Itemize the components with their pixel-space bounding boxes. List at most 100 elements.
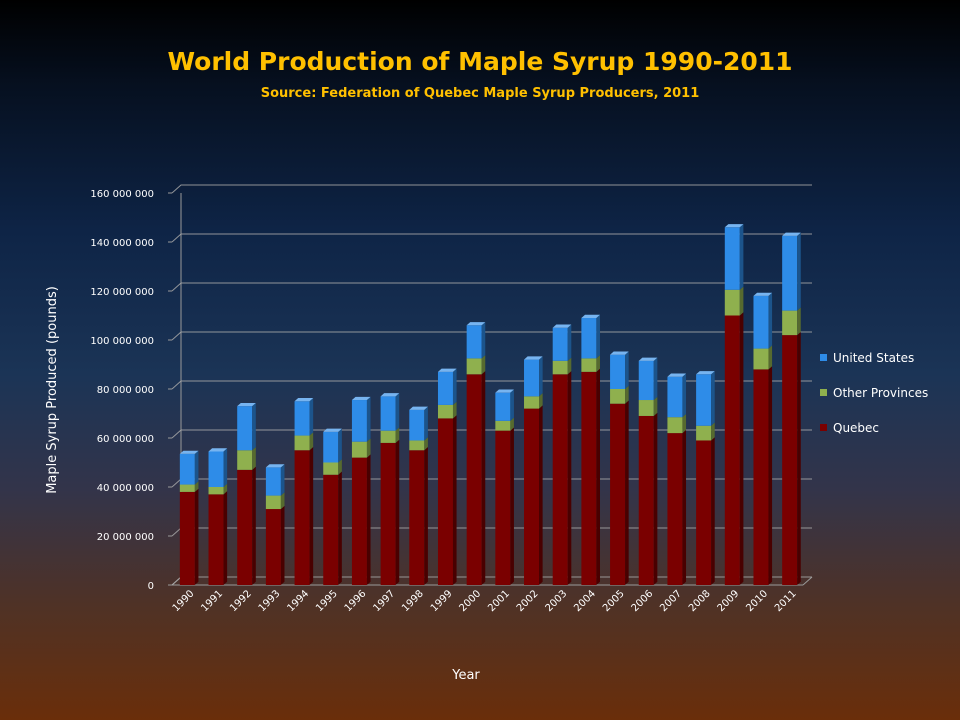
- bar-top: [351, 396, 371, 401]
- bar-side: [481, 355, 486, 375]
- bar-segment-quebec: [495, 427, 514, 585]
- bar-segment-other-provinces: [265, 492, 285, 510]
- bar-stack: [696, 371, 715, 585]
- x-axis-tick-labels: 1990 1991 1992 1993 1994 1995 1996 1997 1998 1999…: [171, 588, 799, 614]
- bar-segment-other-provinces: [208, 483, 228, 495]
- bar-front: [294, 435, 310, 451]
- bar-segment-quebec: [638, 412, 658, 585]
- bar-front: [610, 389, 626, 404]
- bar-top: [696, 371, 715, 375]
- bar-front: [581, 358, 597, 372]
- bar-front: [581, 317, 597, 359]
- bar-side: [338, 471, 342, 585]
- bar-front: [351, 441, 367, 458]
- bar-segment-united-states: [265, 464, 285, 496]
- gridline: [171, 429, 812, 439]
- bar-front: [753, 348, 769, 370]
- bar-side: [567, 371, 572, 585]
- bar-side: [768, 345, 773, 370]
- bar-side: [223, 448, 228, 487]
- bar-side: [567, 324, 572, 361]
- bar-segment-united-states: [409, 406, 428, 441]
- bar-segment-other-provinces: [696, 422, 715, 441]
- bar-side: [797, 232, 801, 311]
- bar-stack: [667, 373, 687, 585]
- bar-top: [437, 368, 457, 372]
- bar-segment-other-provinces: [782, 307, 801, 336]
- bar-front: [208, 487, 224, 495]
- bar-top: [552, 324, 572, 328]
- bar-segment-quebec: [524, 405, 543, 585]
- bar-top: [782, 232, 801, 236]
- bar-side: [567, 357, 572, 375]
- y-tick-label: 100 000 000: [90, 336, 154, 347]
- bar-front: [265, 467, 281, 496]
- bar-side: [653, 412, 658, 585]
- bar-side: [280, 464, 285, 496]
- bar-stack: [179, 450, 199, 585]
- bar-front: [696, 425, 712, 441]
- bar-front: [237, 469, 253, 585]
- y-tick-label: 80 000 000: [97, 385, 154, 396]
- bar-segment-other-provinces: [524, 393, 543, 409]
- legend-swatch: [820, 389, 827, 396]
- bar-front: [351, 400, 367, 442]
- bar-side: [194, 488, 199, 585]
- bar-side: [252, 466, 256, 585]
- bar-front: [552, 360, 568, 375]
- bar-side: [194, 450, 199, 485]
- bar-front: [466, 325, 482, 359]
- bar-side: [596, 368, 600, 585]
- bar-side: [625, 351, 629, 389]
- bar-front: [724, 315, 740, 585]
- bar-segment-other-provinces: [237, 447, 256, 470]
- bar-front: [782, 235, 798, 311]
- bar-stack: [351, 396, 371, 585]
- bar-segment-other-provinces: [323, 459, 342, 475]
- bar-segment-quebec: [466, 371, 486, 585]
- bar-front: [667, 376, 683, 418]
- bar-front: [323, 431, 339, 463]
- bar-segment-united-states: [466, 322, 486, 359]
- x-tick-label: 1998: [400, 588, 426, 614]
- bar-front: [323, 474, 339, 585]
- bar-side: [452, 415, 457, 585]
- bar-side: [424, 447, 428, 585]
- bar-side: [682, 413, 687, 434]
- bar-front: [638, 360, 654, 401]
- bar-side: [510, 417, 514, 431]
- y-tick-label: 60 000 000: [97, 434, 154, 445]
- x-tick-label: 2006: [630, 588, 656, 614]
- bar-side: [481, 322, 486, 359]
- bar-top: [581, 314, 600, 318]
- bar-front: [237, 450, 253, 470]
- bar-side: [223, 483, 228, 495]
- bar-segment-quebec: [179, 488, 199, 585]
- bar-top: [753, 292, 773, 296]
- bar-side: [711, 371, 715, 426]
- legend-label: United States: [833, 351, 914, 365]
- bar-segment-other-provinces: [179, 481, 199, 492]
- bar-front: [581, 371, 597, 585]
- bar-stack: [466, 322, 486, 585]
- bar-segment-quebec: [323, 471, 342, 585]
- bar-side: [309, 432, 314, 451]
- bar-front: [724, 289, 740, 316]
- x-tick-label: 1993: [257, 588, 283, 614]
- bar-stack: [581, 314, 600, 585]
- bar-top: [208, 448, 228, 452]
- x-tick-label: 1992: [228, 588, 254, 614]
- x-tick-label: 1995: [314, 588, 340, 614]
- bar-segment-united-states: [724, 224, 744, 290]
- bar-front: [696, 440, 712, 585]
- bar-top: [638, 357, 658, 361]
- gridline: [171, 282, 812, 292]
- x-axis-title: Year: [451, 668, 480, 683]
- bar-segment-united-states: [179, 450, 199, 485]
- bar-segment-united-states: [696, 371, 715, 426]
- legend-item: Quebec: [820, 421, 879, 435]
- bar-side: [539, 393, 543, 409]
- bar-side: [424, 437, 428, 451]
- y-axis-tick-labels: 0 20 000 000 40 000 000 60 000 000 80 000 00…: [90, 189, 172, 592]
- bar-segment-other-provinces: [351, 438, 371, 458]
